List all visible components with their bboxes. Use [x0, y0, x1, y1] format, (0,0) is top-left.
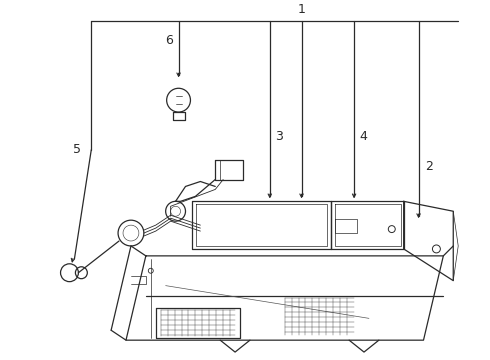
Text: 3: 3 [275, 130, 283, 143]
Text: 6: 6 [165, 34, 172, 47]
Text: 1: 1 [297, 3, 305, 16]
Text: 2: 2 [425, 160, 433, 173]
Text: 4: 4 [359, 130, 367, 143]
Text: 5: 5 [74, 143, 81, 156]
